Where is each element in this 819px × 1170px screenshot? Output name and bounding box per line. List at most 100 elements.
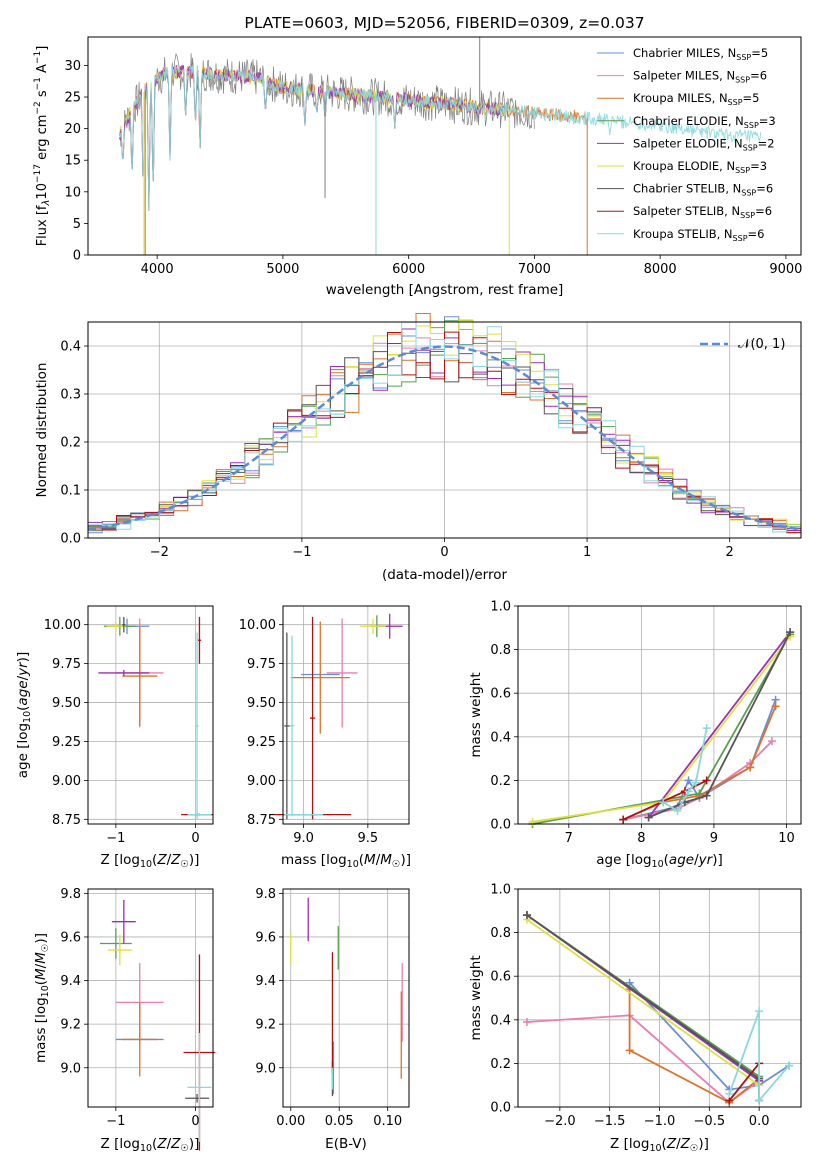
age-mass-ytick-label-5: 10.00 — [239, 618, 276, 633]
weight-z-ytick-label-1: 0.2 — [490, 1057, 511, 1072]
age-mass-panel: 9.0 9.5 8.75 9.00 9.25 9.50 9.75 10.00 mass [lo… — [239, 605, 411, 870]
residual-ytick-label-0: 0.0 — [60, 532, 81, 547]
weight-z-marker-8-3 — [785, 1061, 794, 1070]
mass-z-ytick-label-2: 9.4 — [60, 974, 81, 989]
mass-z-xlabel: Z [log10(Z/Z☉)] — [101, 1136, 200, 1154]
residual-xtick-label-1: −1 — [292, 545, 311, 560]
age-z-point-4 — [98, 669, 150, 677]
spectrum-legend-label-1: Salpeter MILES, NSSP=6 — [633, 69, 767, 85]
age-mass-point-7 — [310, 616, 316, 820]
residual-ytick-label-4: 0.4 — [60, 340, 81, 355]
residual-ylabel: Normed distribution — [34, 363, 50, 498]
weight-age-marker-2-4 — [771, 702, 780, 711]
mass-z-ytick-label-4: 9.8 — [60, 887, 81, 902]
weight-age-series-6 — [648, 631, 791, 819]
weight-z-series-8 — [728, 1010, 790, 1103]
weight-z-xtick-label-1: −1.5 — [594, 1114, 626, 1129]
spectrum-ytick-label-1: 5 — [73, 217, 81, 232]
age-z-xtick-label-1: 0 — [191, 831, 199, 846]
weight-age-marker-7-2 — [702, 776, 711, 785]
spectrum-legend-label-4: Salpeter ELODIE, NSSP=2 — [633, 136, 775, 152]
age-mass-xlabel: mass [log10(M/M☉)] — [281, 852, 411, 870]
mass-z-point-4 — [111, 899, 136, 944]
age-mass-ytick-label-3: 9.50 — [247, 696, 276, 711]
mass-ebv-ytick-label-4: 9.8 — [255, 887, 276, 902]
age-z-grid — [88, 606, 213, 824]
age-z-point-9 — [195, 632, 199, 820]
spectrum-legend-label-0: Chabrier MILES, NSSP=5 — [633, 46, 768, 62]
weight-z-series-2 — [628, 989, 760, 1104]
spectrum-legend-label-7: Salpeter STELIB, NSSP=6 — [633, 204, 772, 220]
residual-legend-label: 𝒩(0, 1) — [738, 337, 785, 352]
weight-age-ytick-label-5: 1.0 — [490, 600, 511, 615]
age-mass-ticks: 9.0 9.5 8.75 9.00 9.25 9.50 9.75 10.00 — [239, 618, 378, 846]
mass-ebv-ticks: 0.00 0.05 0.10 9.0 9.2 9.4 9.6 9.8 — [255, 887, 402, 1129]
age-z-ytick-label-0: 8.75 — [52, 813, 81, 828]
weight-age-ticks: 7 8 9 10 0.0 0.2 0.4 0.6 0.8 1.0 — [490, 600, 794, 847]
residual-xtick-label-0: −2 — [150, 545, 169, 560]
age-mass-grid — [283, 606, 409, 824]
mass-ebv-ytick-label-0: 9.0 — [255, 1061, 276, 1076]
age-mass-point-2 — [290, 621, 350, 734]
weight-age-marker-1-4 — [767, 737, 776, 746]
mass-ebv-xtick-label-0: 0.00 — [276, 1114, 305, 1129]
residual-hist-8 — [88, 321, 801, 533]
age-z-ytick-label-4: 9.75 — [52, 657, 81, 672]
figure-title: PLATE=0603, MJD=52056, FIBERID=0309, z=0… — [244, 14, 644, 32]
weight-age-xtick-label-1: 8 — [637, 831, 645, 846]
spectrum-model-line-3 — [118, 65, 762, 211]
age-mass-plot-area — [274, 613, 403, 820]
age-mass-ytick-label-2: 9.25 — [247, 735, 276, 750]
mass-ebv-xtick-label-1: 0.05 — [325, 1114, 354, 1129]
spectrum-xtick-label-4: 8000 — [644, 262, 677, 277]
residual-normal-curve — [87, 345, 802, 531]
mass-ebv-ytick-label-3: 9.6 — [255, 930, 276, 945]
residual-xlabel: (data-model)/error — [382, 567, 508, 583]
spectrum-legend-label-5: Kroupa ELODIE, NSSP=3 — [633, 159, 767, 175]
age-z-plot-area — [98, 616, 213, 820]
mass-ebv-xtick-label-2: 0.10 — [373, 1114, 402, 1129]
age-z-xtick-label-0: −1 — [106, 831, 125, 846]
weight-age-marker-8-3 — [691, 778, 700, 787]
age-z-axes-frame — [87, 605, 214, 825]
age-mass-point-10 — [284, 813, 323, 817]
mass-z-ticks: −1 0 9.0 9.2 9.4 9.6 9.8 — [60, 887, 199, 1129]
weight-age-panel: 7 8 9 10 0.0 0.2 0.4 0.6 0.8 1.0 age [log10(age/y… — [468, 600, 802, 870]
spectrum-xtick-label-1: 5000 — [266, 262, 299, 277]
mass-ebv-grid — [283, 889, 409, 1107]
age-mass-ytick-label-0: 8.75 — [247, 813, 276, 828]
residual-legend: 𝒩(0, 1) — [700, 337, 785, 352]
weight-z-marker-8-1 — [755, 1007, 764, 1016]
weight-age-xtick-label-0: 7 — [565, 831, 573, 846]
weight-age-xtick-label-2: 9 — [710, 831, 718, 846]
age-z-ytick-label-5: 10.00 — [44, 618, 81, 633]
weight-z-marker-8-0 — [725, 1089, 734, 1098]
weight-age-ytick-label-4: 0.8 — [490, 643, 511, 658]
weight-z-series-0 — [628, 982, 790, 1091]
residual-ytick-label-1: 0.1 — [60, 484, 81, 499]
residual-xtick-label-4: 2 — [726, 545, 734, 560]
residual-ticks: −2 −1 0 1 2 0.0 0.1 0.2 0.3 0.4 — [60, 340, 734, 561]
mass-ebv-xlabel: E(B-V) — [325, 1136, 367, 1152]
residual-ytick-label-3: 0.3 — [60, 388, 81, 403]
weight-age-marker-6-0 — [644, 813, 653, 822]
spectrum-ytick-label-2: 10 — [64, 185, 81, 200]
weight-age-ytick-label-0: 0.0 — [490, 818, 511, 833]
age-z-panel: −1 0 8.75 9.00 9.25 9.50 9.75 10.00 Z [log10(Z/… — [15, 605, 214, 870]
mass-z-ytick-label-1: 9.2 — [60, 1018, 81, 1033]
weight-z-xlabel: Z [log10(Z/Z☉)] — [610, 1136, 709, 1154]
weight-z-marker-2-1 — [625, 1046, 634, 1055]
weight-z-panel: −2.0 −1.5 −1.0 −0.5 0.0 0.0 0.2 0.4 0.6 0.8 1.0 Z … — [468, 883, 802, 1154]
mass-ebv-plot-area — [290, 897, 403, 1097]
age-z-point-6 — [122, 616, 126, 633]
weight-age-marker-8-1 — [673, 806, 682, 815]
residual-panel: −2 −1 0 1 2 0.0 0.1 0.2 0.3 0.4 (data-model)/erro… — [34, 313, 802, 583]
age-mass-point-1 — [326, 618, 358, 728]
mass-z-axes-frame — [87, 888, 214, 1108]
age-z-point-10 — [187, 813, 212, 817]
age-mass-ytick-label-4: 9.75 — [247, 657, 276, 672]
age-z-xlabel: Z [log10(Z/Z☉)] — [101, 852, 200, 870]
age-z-ticks: −1 0 8.75 9.00 9.25 9.50 9.75 10.00 — [44, 618, 200, 846]
mass-z-ylabel: mass [log10(M/M☉)] — [33, 933, 51, 1063]
weight-z-ytick-label-3: 0.6 — [490, 970, 511, 985]
